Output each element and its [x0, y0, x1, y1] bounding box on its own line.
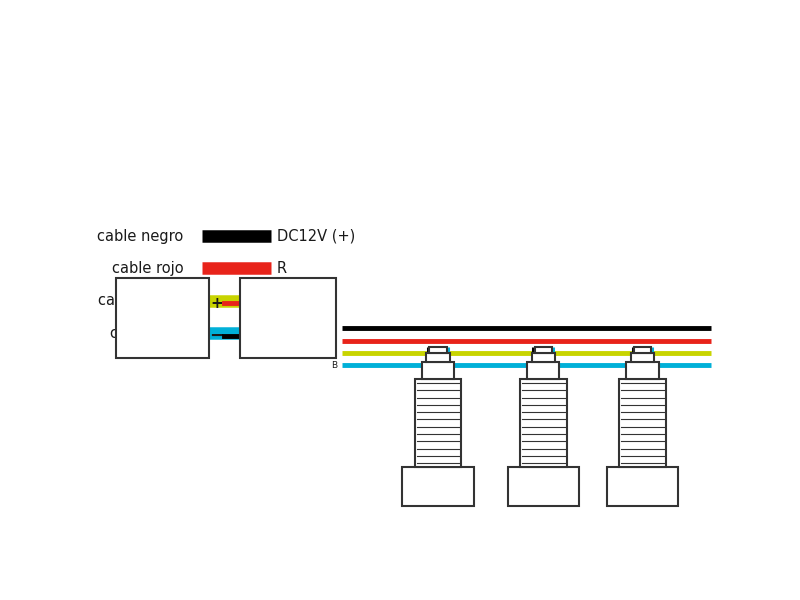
Text: DC12V: DC12V: [129, 317, 195, 335]
Bar: [634, 347, 651, 353]
Text: G: G: [330, 349, 337, 358]
Bar: [426, 353, 450, 362]
Text: ALIMENTACIÓN: ALIMENTACIÓN: [126, 291, 198, 300]
Text: cable azul: cable azul: [110, 326, 184, 341]
Text: B: B: [330, 361, 337, 370]
Text: B: B: [277, 326, 286, 341]
Text: DC12V (+): DC12V (+): [277, 229, 355, 244]
Bar: [630, 353, 654, 362]
Text: cable negro: cable negro: [98, 229, 184, 244]
Bar: [414, 379, 461, 467]
Text: G: G: [277, 293, 288, 308]
Bar: [527, 362, 559, 379]
Bar: [626, 362, 658, 379]
Bar: [531, 353, 555, 362]
Bar: [422, 362, 454, 379]
Bar: [402, 467, 474, 506]
Text: cable rojo: cable rojo: [112, 261, 184, 276]
Text: CONTROLADOR: CONTROLADOR: [249, 287, 326, 296]
Text: V (+): V (+): [314, 324, 337, 333]
Bar: [115, 278, 209, 358]
Text: R: R: [330, 337, 337, 346]
Text: cable verde: cable verde: [98, 293, 184, 308]
Bar: [607, 467, 678, 506]
Bar: [534, 347, 552, 353]
Text: −: −: [209, 327, 224, 345]
Text: +: +: [210, 296, 223, 311]
Bar: [520, 379, 566, 467]
Bar: [239, 278, 336, 358]
Bar: [619, 379, 666, 467]
Bar: [430, 347, 446, 353]
Text: RGB: RGB: [263, 313, 312, 333]
Bar: [508, 467, 579, 506]
Text: R: R: [277, 261, 287, 276]
